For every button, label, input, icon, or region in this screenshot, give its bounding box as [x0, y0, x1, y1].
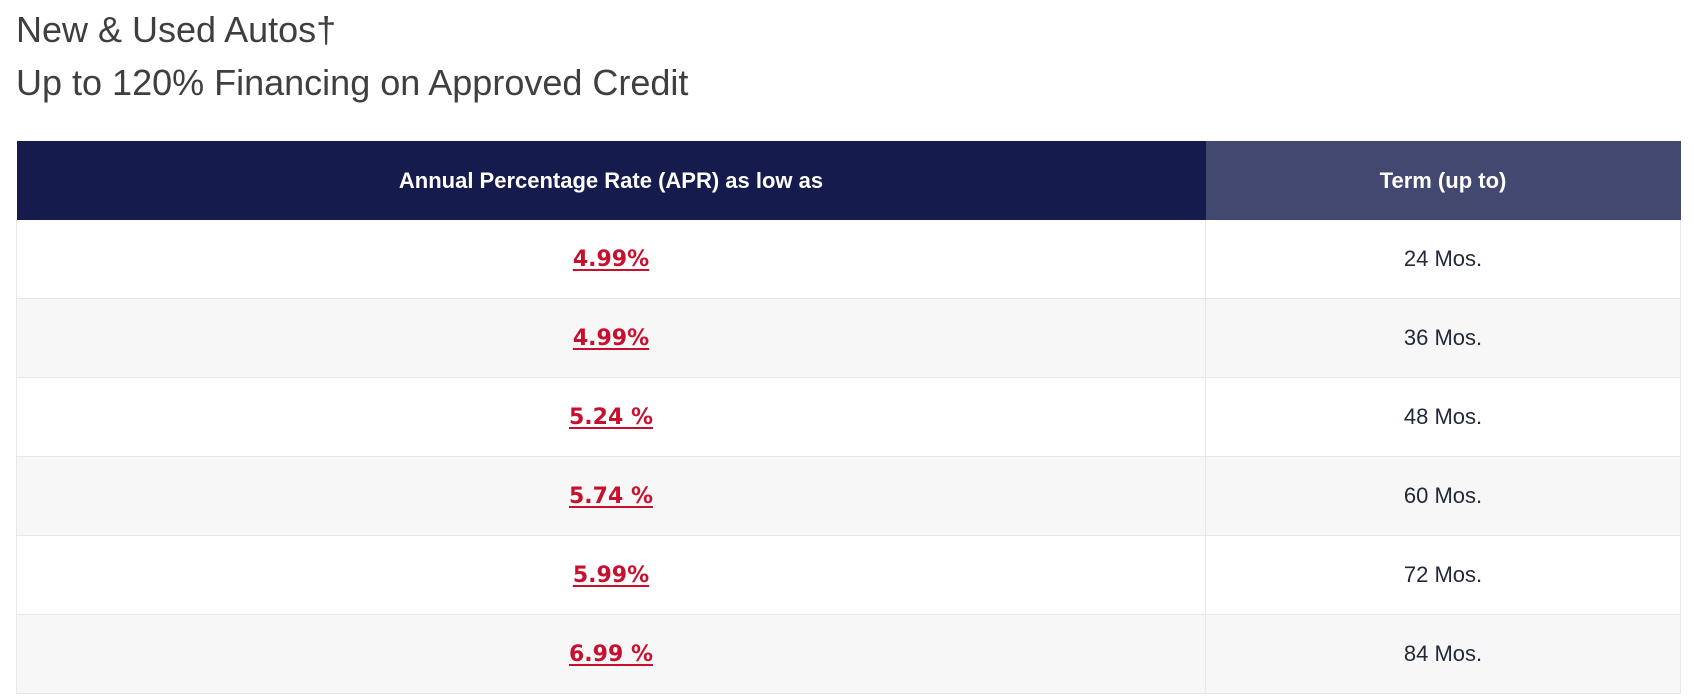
rates-table: Annual Percentage Rate (APR) as low as T…: [16, 141, 1681, 694]
term-value: 60 Mos.: [1403, 483, 1483, 508]
term-cell: 60 Mos.: [1205, 456, 1681, 536]
apr-cell: 4.99%: [16, 220, 1206, 299]
apr-rate-link[interactable]: 4.99%: [572, 246, 650, 272]
apr-rate-link[interactable]: 5.99%: [572, 562, 650, 588]
table-row: 6.99 % 84 Mos.: [16, 614, 1681, 694]
table-row: 4.99% 36 Mos.: [16, 298, 1681, 378]
apr-cell: 4.99%: [16, 298, 1206, 378]
apr-rate-link[interactable]: 6.99 %: [569, 641, 653, 667]
term-cell: 48 Mos.: [1205, 377, 1681, 457]
table-row: 5.74 % 60 Mos.: [16, 456, 1681, 536]
table-header-row: Annual Percentage Rate (APR) as low as T…: [16, 141, 1681, 220]
term-value: 36 Mos.: [1403, 325, 1483, 350]
apr-column-header: Annual Percentage Rate (APR) as low as: [16, 141, 1206, 220]
table-row: 4.99% 24 Mos.: [16, 220, 1681, 299]
apr-cell: 6.99 %: [16, 614, 1206, 694]
page-subtitle: Up to 120% Financing on Approved Credit: [16, 62, 689, 103]
term-column-header: Term (up to): [1205, 141, 1681, 220]
apr-rate-link[interactable]: 5.74 %: [569, 483, 653, 509]
apr-rate-link[interactable]: 5.24 %: [569, 404, 653, 430]
table-row: 5.24 % 48 Mos.: [16, 377, 1681, 457]
term-cell: 24 Mos.: [1205, 220, 1681, 299]
apr-cell: 5.99%: [16, 535, 1206, 615]
table-row: 5.99% 72 Mos.: [16, 535, 1681, 615]
page-title: New & Used Autos†: [16, 9, 337, 50]
term-cell: 84 Mos.: [1205, 614, 1681, 694]
apr-cell: 5.74 %: [16, 456, 1206, 536]
term-cell: 72 Mos.: [1205, 535, 1681, 615]
term-cell: 36 Mos.: [1205, 298, 1681, 378]
term-value: 72 Mos.: [1403, 562, 1483, 587]
term-value: 48 Mos.: [1403, 404, 1483, 429]
apr-cell: 5.24 %: [16, 377, 1206, 457]
apr-rate-link[interactable]: 4.99%: [572, 325, 650, 351]
term-value: 84 Mos.: [1403, 641, 1483, 666]
term-value: 24 Mos.: [1403, 246, 1483, 271]
